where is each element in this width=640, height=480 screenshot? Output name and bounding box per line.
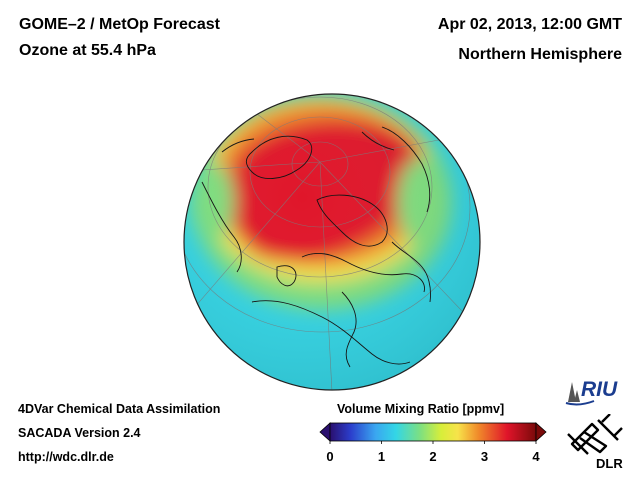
riu-logo-text: RIU <box>581 378 618 401</box>
dlr-logo-text: DLR <box>596 456 623 470</box>
colorbar-gradient <box>329 422 537 442</box>
dlr-logo: DLR <box>562 413 626 475</box>
globe-outline <box>183 93 481 391</box>
footer-url[interactable]: http://wdc.dlr.de <box>18 450 114 464</box>
footer-version: SACADA Version 2.4 <box>18 426 141 440</box>
colorbar-tick-1: 1 <box>377 449 386 464</box>
colorbar-tick-4: 4 <box>532 449 540 464</box>
riu-logo: RIU <box>564 368 628 413</box>
forecast-datetime: Apr 02, 2013, 12:00 GMT <box>437 16 622 33</box>
footer-method: 4DVar Chemical Data Assimilation <box>18 402 221 416</box>
region-label: Northern Hemisphere <box>458 46 622 63</box>
map-title: GOME–2 / MetOp Forecast <box>19 16 220 33</box>
ozone-globe-map <box>183 93 481 391</box>
map-subtitle: Ozone at 55.4 hPa <box>19 42 156 59</box>
colorbar-title: Volume Mixing Ratio [ppmv] <box>337 402 505 416</box>
colorbar-tick-2: 2 <box>429 449 437 464</box>
colorbar-max-arrow <box>535 422 547 442</box>
colorbar-tick-3: 3 <box>480 449 489 464</box>
colorbar-min-arrow <box>319 422 331 442</box>
colorbar-tick-0: 0 <box>326 449 334 464</box>
colorbar <box>319 422 547 444</box>
